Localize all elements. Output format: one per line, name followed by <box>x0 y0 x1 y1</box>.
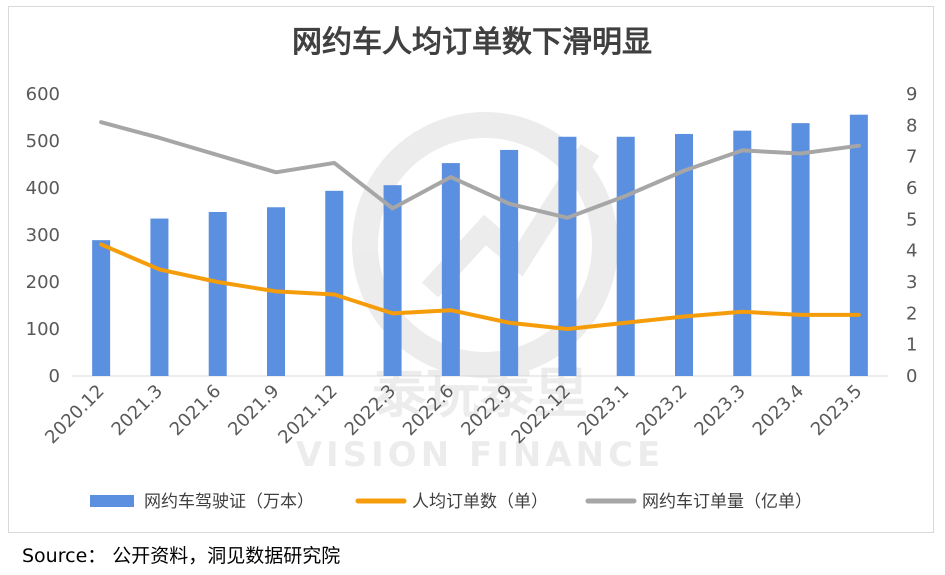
x-tick-label: 2023.2 <box>632 381 691 440</box>
bar-2021.3 <box>150 218 169 376</box>
left-axis-ticks: 0 100 200 300 400 500 600 <box>26 84 60 387</box>
watermark-en: VISION FINANCE <box>296 435 665 475</box>
legend-label-2: 人均订单数（单） <box>412 492 548 512</box>
left-tick-label: 0 <box>49 366 60 387</box>
legend-label-1: 网约车驾驶证（万本） <box>144 492 314 512</box>
x-tick-label: 2020.12 <box>41 381 108 448</box>
watermark-ring <box>352 112 618 378</box>
bar-2021.6 <box>208 211 227 376</box>
left-tick-label: 500 <box>26 131 60 152</box>
line-series-1 <box>99 242 861 331</box>
bar-2022.9 <box>500 149 519 376</box>
chart-title: 网约车人均订单数下滑明显 <box>292 25 652 60</box>
source-note: Source： 公开资料，洞见数据研究院 <box>22 545 341 567</box>
bar-2021.12 <box>325 190 344 376</box>
right-axis-ticks: 0 1 2 3 4 5 6 7 8 9 <box>906 84 917 387</box>
legend-swatch-bar <box>90 495 134 507</box>
bar-2023.4 <box>791 123 810 376</box>
right-tick-label: 6 <box>906 178 917 199</box>
left-tick-label: 100 <box>26 319 60 340</box>
right-tick-label: 5 <box>906 209 917 230</box>
left-tick-label: 400 <box>26 178 60 199</box>
bar-2023.1 <box>616 136 635 376</box>
legend-label-3: 网约车订单量（亿单） <box>642 492 812 512</box>
right-tick-label: 3 <box>906 272 917 293</box>
bar-2022.12 <box>558 136 577 376</box>
legend: 网约车驾驶证（万本） 人均订单数（单） 网约车订单量（亿单） <box>90 492 812 512</box>
left-tick-label: 200 <box>26 272 60 293</box>
line-series-2 <box>99 120 861 220</box>
right-tick-label: 7 <box>906 147 917 168</box>
watermark-cn: 泰玩泰里 <box>372 362 588 425</box>
bar-2020.12 <box>92 240 111 376</box>
x-tick-label: 2023.4 <box>749 381 808 440</box>
x-tick-label: 2023.3 <box>690 381 749 440</box>
x-tick-label: 2021.9 <box>224 381 283 440</box>
left-tick-label: 600 <box>26 84 60 105</box>
left-tick-label: 300 <box>26 225 60 246</box>
bar-2023.3 <box>733 130 752 376</box>
bar-2022.6 <box>441 163 460 376</box>
right-tick-label: 9 <box>906 84 917 105</box>
bar-2022.3 <box>383 185 402 376</box>
right-tick-label: 1 <box>906 335 917 356</box>
x-tick-label: 2021.6 <box>166 381 225 440</box>
x-tick-label: 2023.5 <box>807 381 866 440</box>
right-tick-label: 8 <box>906 115 917 136</box>
line-series <box>99 120 861 331</box>
x-tick-label: 2021.3 <box>108 381 167 440</box>
right-tick-label: 2 <box>906 303 917 324</box>
right-tick-label: 0 <box>906 366 917 387</box>
bar-2023.5 <box>849 114 868 377</box>
right-tick-label: 4 <box>906 241 917 262</box>
